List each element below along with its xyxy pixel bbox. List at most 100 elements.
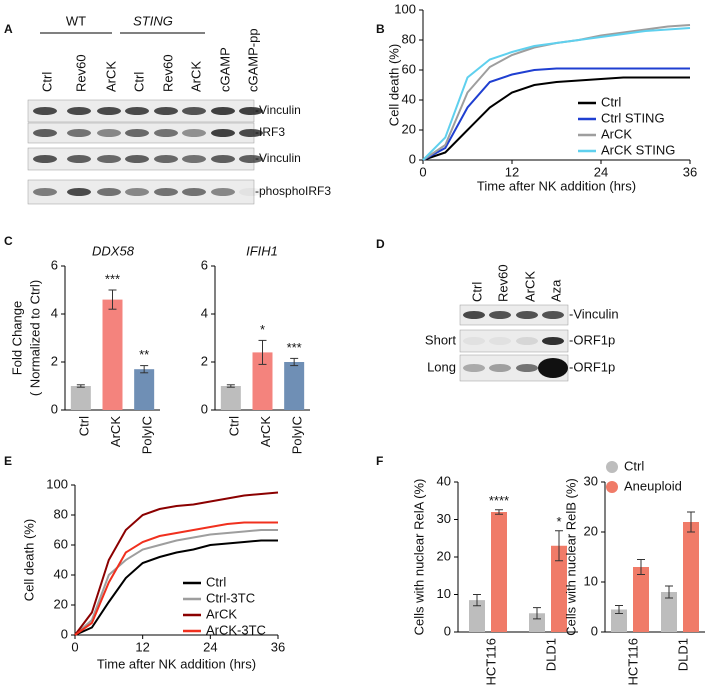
blot-band — [516, 337, 538, 345]
blot-band — [182, 129, 206, 137]
legend-label: Ctrl — [206, 574, 226, 589]
legend-label: ArCK — [206, 606, 237, 621]
lane-label: Ctrl — [131, 72, 146, 92]
blot-band — [542, 311, 564, 319]
series-line — [74, 521, 278, 636]
y-tick-label: 40 — [402, 91, 416, 106]
blot-band — [239, 155, 263, 163]
panel-letter: A — [4, 22, 13, 36]
legend-label: Aneuploid — [624, 478, 682, 493]
series-line — [74, 529, 278, 636]
blot-band — [463, 311, 485, 319]
blot-band — [154, 155, 178, 163]
bar — [252, 352, 273, 410]
group-label: WT — [66, 13, 86, 28]
y-axis-label: Cells with nuclear RelA (%) — [411, 479, 426, 636]
x-tick-label: 36 — [271, 639, 285, 654]
y-tick-label: 30 — [584, 473, 598, 488]
blot-band — [182, 155, 206, 163]
series-line — [422, 24, 691, 161]
blot-band — [33, 107, 57, 115]
bar — [284, 362, 305, 410]
panel-letter: D — [376, 237, 385, 251]
y-tick-label: 10 — [584, 573, 598, 588]
panel-letter: E — [4, 454, 12, 468]
blot-band — [211, 129, 235, 137]
bar — [70, 386, 91, 410]
blot-band — [211, 107, 235, 115]
y-tick-label: 4 — [201, 305, 208, 320]
blot-band — [516, 364, 538, 372]
blot-band — [67, 107, 91, 115]
group-label: STING — [133, 13, 173, 28]
legend-label: Ctrl STING — [601, 110, 665, 125]
blot-band — [125, 107, 149, 115]
x-tick-label: 12 — [505, 164, 519, 179]
x-tick-label: PolyIC — [290, 416, 305, 454]
bar — [491, 512, 507, 632]
y-tick-label: 0 — [51, 401, 58, 416]
series-line — [74, 491, 279, 636]
x-tick-label: 24 — [203, 639, 217, 654]
row-label: Long — [427, 359, 456, 374]
blot-band — [182, 107, 206, 115]
blot-band — [125, 155, 149, 163]
bar — [102, 299, 123, 410]
y-tick-label: 2 — [51, 353, 58, 368]
blot-band — [463, 337, 485, 345]
series-line — [74, 539, 278, 636]
row-label: -IRF3 — [255, 125, 285, 139]
panel-letter: C — [4, 234, 13, 248]
x-tick-label: 0 — [71, 639, 78, 654]
x-tick-label: 12 — [135, 639, 149, 654]
blot-band — [33, 188, 57, 196]
significance: * — [260, 322, 265, 337]
blot-band — [125, 188, 149, 196]
significance: *** — [105, 271, 120, 286]
blot-band — [489, 311, 511, 319]
y-tick-label: 6 — [51, 257, 58, 272]
lane-label: Rev60 — [73, 54, 88, 92]
x-tick-label: 36 — [683, 164, 697, 179]
legend-label: ArCK STING — [601, 142, 675, 157]
x-tick-label: PolyIC — [140, 416, 155, 454]
blot-band — [542, 337, 564, 345]
blot-band — [182, 188, 206, 196]
y-tick-label: 0 — [409, 151, 416, 166]
blot-band — [97, 155, 121, 163]
chart-title: IFIH1 — [246, 243, 278, 258]
bar — [551, 545, 567, 632]
row-label: Short — [425, 332, 456, 347]
y-tick-label: 40 — [54, 566, 68, 581]
blot-band — [154, 129, 178, 137]
legend-label: Ctrl — [624, 458, 644, 473]
legend-label: ArCK-3TC — [206, 622, 266, 637]
y-tick-label: 60 — [402, 61, 416, 76]
blot-band — [154, 107, 178, 115]
row-label: -phosphoIRF3 — [255, 184, 331, 198]
x-tick-label: HCT116 — [483, 638, 498, 685]
y-tick-label: 80 — [54, 506, 68, 521]
blot-band — [97, 188, 121, 196]
blot-band — [239, 129, 263, 137]
y-tick-label: 40 — [437, 473, 451, 488]
lane-label: Ctrl — [39, 72, 54, 92]
x-tick-label: Ctrl — [76, 416, 91, 436]
y-tick-label: 2 — [201, 353, 208, 368]
y-tick-label: 20 — [437, 548, 451, 563]
significance: **** — [489, 493, 509, 508]
bar — [611, 609, 627, 632]
blot-band — [97, 107, 121, 115]
blot-band — [33, 155, 57, 163]
blot-band — [97, 129, 121, 137]
blot-strip — [459, 304, 569, 326]
y-axis-label: ( Normalized to Ctrl) — [27, 280, 42, 396]
y-axis-label: Cell death (%) — [386, 44, 401, 126]
blot-band — [67, 155, 91, 163]
y-axis-label: Cell death (%) — [21, 519, 36, 601]
bar — [469, 600, 485, 632]
y-tick-label: 20 — [584, 523, 598, 538]
blot-band — [67, 188, 91, 196]
blot-strip — [459, 329, 569, 353]
legend-swatch — [606, 481, 618, 493]
